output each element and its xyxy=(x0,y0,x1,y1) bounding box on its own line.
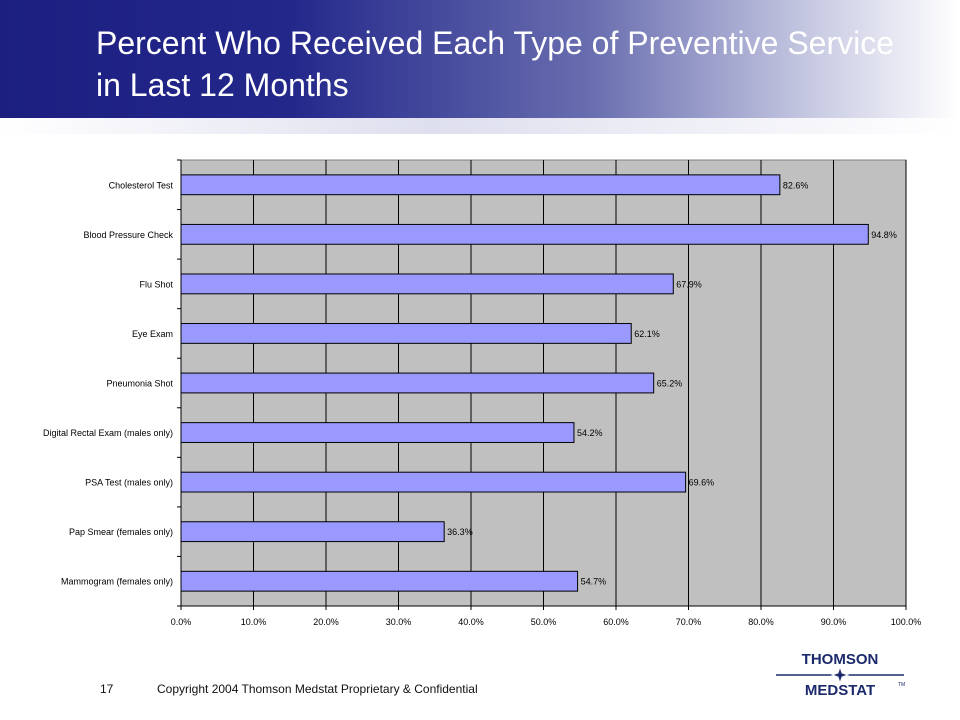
x-tick-label: 70.0% xyxy=(676,617,702,627)
thomson-medstat-logo: THOMSON MEDSTAT TM xyxy=(776,651,905,699)
data-label: 62.1% xyxy=(634,329,660,339)
category-label: Cholesterol Test xyxy=(109,180,174,190)
bar xyxy=(180,174,781,196)
x-tick-label: 0.0% xyxy=(171,617,192,627)
logo-tm: TM xyxy=(898,682,905,688)
title-underband xyxy=(0,118,960,134)
bar xyxy=(180,223,869,245)
bar xyxy=(180,372,655,394)
category-label: Pap Smear (females only) xyxy=(69,527,173,537)
data-label: 67.9% xyxy=(676,279,702,289)
x-tick-label: 10.0% xyxy=(241,617,267,627)
bar xyxy=(180,471,687,493)
logo-thomson: THOMSON xyxy=(802,651,879,668)
x-tick-label: 40.0% xyxy=(458,617,484,627)
category-label: PSA Test (males only) xyxy=(85,478,173,488)
category-label: Flu Shot xyxy=(139,279,173,289)
bar xyxy=(180,570,579,592)
x-tick-label: 100.0% xyxy=(891,617,922,627)
slide-title: Percent Who Received Each Type of Preven… xyxy=(96,25,895,103)
x-tick-label: 60.0% xyxy=(603,617,629,627)
logo-medstat: MEDSTAT xyxy=(805,682,875,699)
data-label: 54.7% xyxy=(581,577,607,587)
category-label: Pneumonia Shot xyxy=(106,379,173,389)
x-tick-label: 90.0% xyxy=(821,617,847,627)
title-band xyxy=(0,0,960,118)
x-tick-label: 20.0% xyxy=(313,617,339,627)
category-label: Eye Exam xyxy=(132,329,173,339)
category-label: Mammogram (females only) xyxy=(61,577,173,587)
data-label: 65.2% xyxy=(657,379,683,389)
data-label: 36.3% xyxy=(447,527,473,537)
x-tick-label: 80.0% xyxy=(748,617,774,627)
copyright-text: Copyright 2004 Thomson Medstat Proprieta… xyxy=(157,682,478,696)
x-tick-label: 50.0% xyxy=(531,617,557,627)
data-label: 82.6% xyxy=(783,180,809,190)
data-label: 69.6% xyxy=(689,478,715,488)
data-label: 94.8% xyxy=(871,230,897,240)
bar xyxy=(180,422,575,443)
data-label: 54.2% xyxy=(577,428,603,438)
bar-chart: 0.0% 10.0% 20.0% 30.0% 40.0% 50.0% 60.0% 70.0% 8… xyxy=(43,159,922,627)
bar xyxy=(180,323,632,344)
category-label: Digital Rectal Exam (males only) xyxy=(43,428,173,438)
bar xyxy=(180,273,674,295)
category-label: Blood Pressure Check xyxy=(83,230,173,240)
page-number: 17 xyxy=(100,682,114,696)
x-tick-label: 30.0% xyxy=(386,617,412,627)
bar xyxy=(180,521,445,543)
